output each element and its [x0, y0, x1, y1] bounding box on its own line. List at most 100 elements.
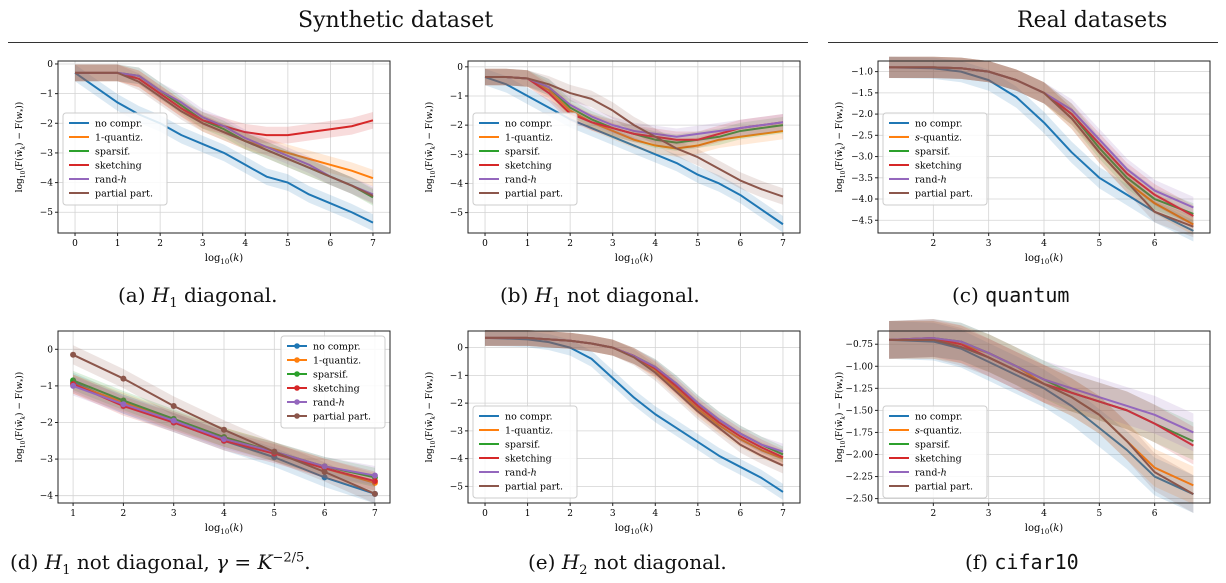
caption-part: (c) [952, 283, 986, 307]
x-tick-label: 7 [780, 509, 786, 519]
point-no-compr [321, 474, 328, 481]
caption-part: (d) [10, 550, 45, 574]
x-tick-label: 2 [567, 239, 573, 249]
x-tick-label: 4 [242, 239, 248, 249]
x-tick-label: 4 [1041, 239, 1047, 249]
x-tick-label: 5 [1096, 509, 1102, 519]
point-rand-h [170, 417, 177, 424]
legend-label-rand-h: rand-h [915, 175, 947, 186]
y-tick-label: −2.0 [851, 110, 873, 120]
chart-panel-f: 2 3 4 5 6 −0.75 −1.00 −1.25 −1.50 −1.75 −2.00 −2.25… [828, 319, 1218, 537]
legend-label-sparsif: sparsif. [915, 147, 950, 158]
caption-part: quantum [985, 283, 1070, 307]
x-axis-label: log10(k) [615, 523, 654, 536]
point-partial-part [120, 375, 127, 382]
x-axis-label: log10(k) [1025, 253, 1064, 266]
y-tick-label: −4 [450, 455, 464, 465]
band-no-compr [485, 68, 783, 233]
chart-c: 2 3 4 5 6 −1.0 −1.5 −2.0 −2.5 −3.0 −3.5 −4.0 −4.5 log… [834, 56, 1211, 266]
legend: no compr. 1-quantiz. sparsif. sketching rand… [62, 112, 168, 206]
x-tick-label: 3 [986, 509, 992, 519]
caption-part: K [257, 550, 273, 574]
chart-panel-a: 0 1 2 3 4 5 6 7 0 −1 −2 −3 −4 −5 log10(k) log10(F(w̄k) … [8, 55, 398, 267]
legend-label-sketching: sketching [915, 161, 962, 172]
y-tick-label: −2.50 [845, 495, 873, 505]
x-tick-label: 4 [652, 239, 658, 249]
x-tick-label: 3 [200, 239, 206, 249]
point-partial-part [70, 351, 77, 358]
synthetic-header-rule [8, 42, 808, 43]
x-tick-label: 6 [1152, 509, 1158, 519]
x-tick-label: 0 [72, 239, 78, 249]
caption-part: 1 [62, 563, 71, 578]
point-partial-part [371, 490, 378, 497]
y-tick-label: −5 [450, 482, 464, 492]
x-tick-label: 5 [1096, 239, 1102, 249]
real-header-rule [828, 42, 1218, 43]
legend-label-rand-h: rand-h [915, 468, 947, 479]
legend-label-partial-part: partial part. [915, 189, 973, 200]
legend: no compr. 1-quantiz. sparsif. sketching rand… [472, 112, 578, 206]
point-partial-part [170, 403, 177, 410]
caption-part: (a) [118, 283, 152, 307]
caption-part: not diagonal, [70, 550, 217, 574]
y-tick-label: −4 [40, 492, 54, 502]
legend-label-1-quantiz: 1-quantiz. [505, 426, 553, 437]
x-tick-label: 7 [372, 509, 378, 519]
legend-label-no-compr: no compr. [95, 119, 143, 130]
x-tick-label: 2 [121, 509, 127, 519]
y-tick-label: −0.75 [845, 340, 873, 350]
caption-a: (a) H1 diagonal. [118, 283, 278, 311]
caption-part: diagonal. [177, 283, 278, 307]
x-tick-label: 1 [525, 509, 531, 519]
caption-part: 1 [169, 296, 178, 311]
point-partial-part [271, 448, 278, 455]
y-axis-label: log10(F(w̄k) − F(w*)) [834, 372, 847, 463]
caption-part: −2/5 [272, 550, 305, 566]
band-1-quantiz [485, 68, 783, 157]
x-tick-label: 5 [695, 509, 701, 519]
y-tick-label: −2 [450, 121, 463, 131]
y-tick-label: −2.25 [845, 473, 873, 483]
y-tick-label: −2 [450, 399, 463, 409]
x-tick-label: 2 [930, 509, 936, 519]
caption-part: (f) [965, 550, 995, 574]
legend-marker-1-quantiz [294, 357, 300, 363]
series-line-rand-h [889, 337, 1194, 434]
band-no-compr [889, 56, 1194, 242]
point-rand-h [70, 382, 77, 389]
caption-part: (b) [500, 283, 535, 307]
x-tick-label: 7 [370, 239, 376, 249]
y-tick-label: −4 [450, 179, 464, 189]
caption-part: (e) [528, 550, 562, 574]
y-tick-label: −1.00 [845, 362, 873, 372]
band-sparsif [889, 319, 1194, 461]
legend-label-no-compr: no compr. [505, 412, 553, 423]
caption-f: (f) cifar10 [965, 550, 1079, 574]
y-tick-label: −3 [40, 149, 54, 159]
x-tick-label: 6 [1152, 239, 1158, 249]
caption-part: H [151, 283, 170, 307]
x-axis-label: log10(k) [615, 253, 654, 266]
legend-label-s-quantiz: s-quantiz. [915, 426, 962, 437]
y-tick-label: −2.00 [845, 450, 873, 460]
x-tick-label: 6 [738, 509, 744, 519]
chart-e: 0 1 2 3 4 5 6 7 0 −1 −2 −3 −4 −5 log10(k) log10(F(w̄k) … [424, 329, 801, 536]
y-tick-label: −4.0 [851, 195, 873, 205]
band-1-quantiz [73, 374, 375, 493]
caption-b: (b) H1 not diagonal. [500, 283, 700, 311]
y-tick-label: −1 [40, 90, 53, 100]
point-rand-h [221, 435, 227, 442]
x-tick-label: 2 [930, 239, 936, 249]
series-line-no-compr [889, 66, 1194, 232]
legend-label-sketching: sketching [313, 384, 360, 395]
legend-label-sparsif: sparsif. [505, 147, 540, 158]
caption-part: 2 [579, 563, 588, 578]
series-line-partial-part [889, 338, 1194, 496]
y-tick-label: −2 [40, 418, 53, 428]
legend-label-sparsif: sparsif. [505, 440, 540, 451]
x-tick-label: 3 [171, 509, 177, 519]
legend-label-s-quantiz: s-quantiz. [915, 133, 962, 144]
y-tick-label: −1.5 [851, 89, 873, 99]
chart-panel-d: 1 2 3 4 5 6 7 0 −1 −2 −3 −4 log10(k) log10(F(w̄k) − F… [8, 325, 398, 537]
